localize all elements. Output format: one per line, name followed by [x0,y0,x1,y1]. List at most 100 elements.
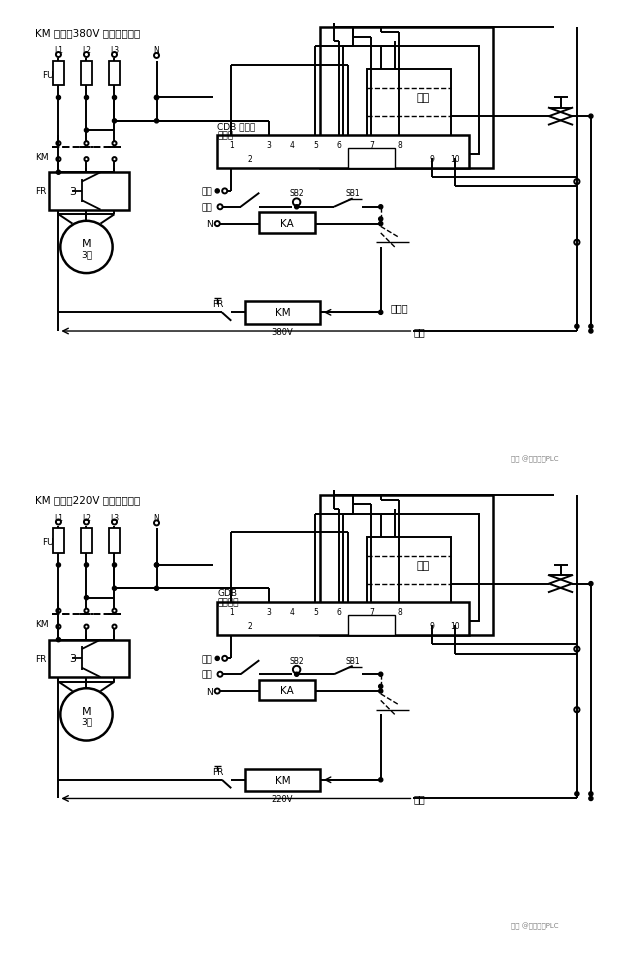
Text: L1: L1 [54,47,63,55]
Text: 控制器: 控制器 [217,132,234,140]
Bar [320,496,493,636]
Bar [343,514,479,621]
Text: L2: L2 [82,47,91,55]
Text: L2: L2 [82,514,91,522]
Text: 手动: 手动 [202,203,212,213]
Text: 5: 5 [313,607,318,617]
Circle shape [294,673,299,677]
Text: FR: FR [212,300,224,309]
Circle shape [589,797,593,801]
Text: KA: KA [280,685,294,696]
Text: 7: 7 [369,607,374,617]
Text: SB2: SB2 [289,656,304,665]
Circle shape [154,120,159,124]
Circle shape [379,217,383,222]
Text: FR: FR [35,187,47,196]
Text: L3: L3 [110,47,119,55]
Text: M: M [82,239,92,249]
Bar [367,71,451,145]
Circle shape [154,563,159,567]
Text: 9: 9 [429,154,435,164]
Bar [81,62,92,87]
Text: 8: 8 [397,140,402,150]
Text: 9: 9 [429,621,435,631]
Text: KA: KA [280,218,294,229]
Text: 知乎 @优先工控PLC: 知乎 @优先工控PLC [511,455,559,462]
Text: 塔箱: 塔箱 [416,93,429,103]
Text: 3: 3 [266,607,271,617]
Text: KM: KM [35,619,49,629]
Bar [109,529,120,553]
Text: 3～: 3～ [81,250,92,258]
Text: 知乎 @优先工控PLC: 知乎 @优先工控PLC [511,922,559,929]
Circle shape [56,563,61,567]
Circle shape [379,311,383,315]
Circle shape [215,657,220,660]
Bar [109,62,120,87]
Circle shape [154,563,159,567]
Circle shape [575,792,579,796]
Text: 3: 3 [69,654,76,663]
Text: KM: KM [35,152,49,162]
Text: 3: 3 [266,140,271,150]
Text: 塔箱: 塔箱 [416,560,429,570]
Circle shape [379,222,383,227]
Text: KM: KM [275,308,291,318]
Bar [53,529,63,553]
Text: 2: 2 [248,154,252,164]
Circle shape [56,171,61,175]
Bar [245,769,320,791]
Text: L1: L1 [54,514,63,522]
Text: FR: FR [212,767,224,776]
Text: 抽水池: 抽水池 [390,303,408,314]
Text: 自动: 自动 [202,654,212,663]
Text: FU: FU [42,537,53,546]
Circle shape [379,778,383,782]
Circle shape [589,582,593,586]
Circle shape [113,563,116,567]
Circle shape [113,96,116,100]
Circle shape [56,96,61,100]
Text: KM 线圈为380V 控制接线图：: KM 线圈为380V 控制接线图： [35,28,140,38]
Text: 接线端子: 接线端子 [217,598,239,607]
Bar [217,602,470,636]
Circle shape [84,129,88,133]
Text: 1: 1 [229,140,234,150]
Text: SB2: SB2 [289,189,304,198]
Text: 自动: 自动 [202,187,212,196]
Bar [53,62,63,87]
Bar [343,47,479,154]
Text: N: N [206,220,212,229]
Circle shape [294,206,299,210]
Circle shape [84,96,88,100]
Circle shape [154,587,159,591]
Text: CDB 型液位: CDB 型液位 [217,122,255,131]
Circle shape [379,673,383,677]
Text: L3: L3 [110,514,119,522]
Circle shape [84,563,88,567]
Text: 10: 10 [451,621,460,631]
Text: 6: 6 [336,607,341,617]
Circle shape [379,206,383,210]
Text: 8: 8 [397,607,402,617]
Circle shape [589,792,593,796]
Circle shape [589,115,593,119]
Text: FU: FU [42,71,53,79]
Bar [348,616,395,636]
Text: 管道: 管道 [413,327,425,336]
Text: SB1: SB1 [346,189,360,198]
Text: 380V: 380V [272,327,294,336]
Text: 1: 1 [229,607,234,617]
Circle shape [215,190,220,193]
Text: 4: 4 [289,607,294,617]
Text: N: N [206,687,212,696]
Bar [49,640,129,678]
Circle shape [113,120,116,124]
Bar [259,213,316,233]
Bar [217,135,470,169]
Text: SB1: SB1 [346,656,360,665]
Text: 3: 3 [69,187,76,196]
Circle shape [56,638,61,642]
Text: KM: KM [275,775,291,785]
Text: 5: 5 [313,140,318,150]
